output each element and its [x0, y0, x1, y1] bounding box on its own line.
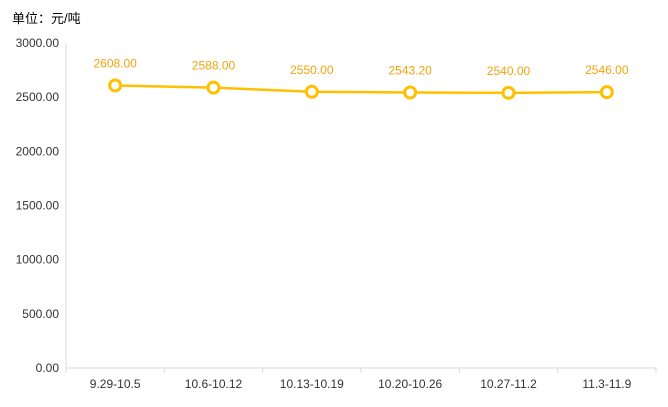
unit-label: 单位：元/吨	[12, 11, 81, 26]
y-tick-label: 500.00	[22, 307, 59, 321]
series-group	[108, 78, 614, 100]
data-point	[501, 85, 516, 100]
data-point	[108, 78, 123, 93]
x-tick-label: 11.3-11.9	[582, 377, 631, 391]
x-tick-label: 10.27-11.2	[480, 377, 537, 391]
data-label: 2608.00	[93, 56, 137, 70]
data-label: 2540.00	[487, 64, 531, 78]
x-tick-label: 10.20-10.26	[378, 377, 442, 391]
data-label: 2588.00	[192, 59, 236, 73]
y-tick-label: 3000.00	[16, 36, 60, 50]
y-tick-label: 1500.00	[16, 199, 60, 213]
y-tick-label: 2000.00	[16, 144, 60, 158]
data-label-group: 2608.00 2588.00 2550.00 2543.20 2540.00 2546.…	[93, 56, 628, 77]
series-line	[115, 84, 607, 95]
y-tick-label: 0.00	[36, 361, 60, 375]
data-point	[206, 80, 221, 95]
x-tick-label: 10.6-10.12	[185, 377, 243, 391]
data-point	[599, 85, 614, 100]
data-point	[403, 85, 418, 100]
y-tick-label: 1000.00	[16, 253, 60, 267]
y-tick-label: 2500.00	[16, 90, 60, 104]
data-label: 2550.00	[290, 63, 334, 77]
data-point	[304, 84, 319, 99]
x-tick-label: 9.29-10.5	[90, 377, 141, 391]
data-label: 2546.00	[585, 63, 629, 77]
data-label: 2543.20	[388, 63, 432, 77]
x-axis: 9.29-10.5 10.6-10.12 10.13-10.19 10.20-10.2…	[65, 367, 657, 391]
y-axis: 0.00 500.00 1000.00 1500.00 2000.00 2500.00 30…	[16, 36, 67, 375]
x-tick-label: 10.13-10.19	[280, 377, 344, 391]
